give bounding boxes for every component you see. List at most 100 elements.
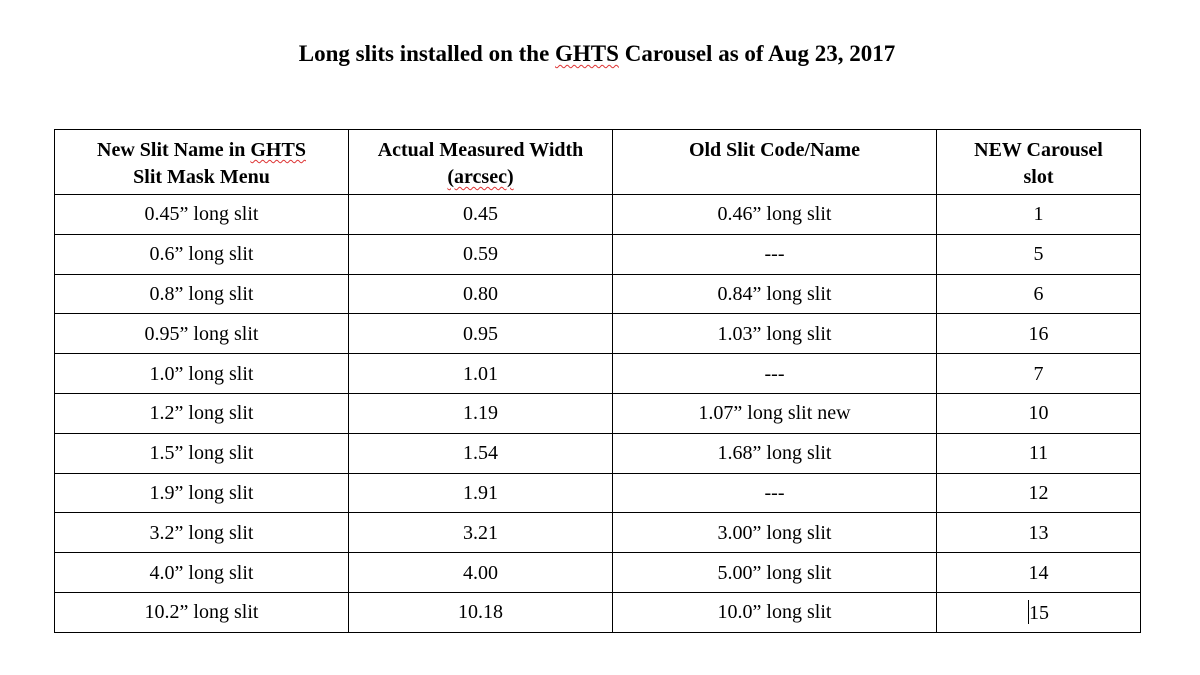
cell-new-slit-name[interactable]: 10.2” long slit	[54, 591, 349, 633]
table-row: 1.2” long slit 1.19 1.07” long slit new 10	[54, 392, 1141, 434]
cell-carousel-slot[interactable]: 6	[936, 273, 1141, 315]
cell-measured-width-text: 1.91	[463, 481, 498, 504]
cell-carousel-slot-text: 7	[1033, 362, 1044, 385]
table-row: 3.2” long slit 3.21 3.00” long slit 13	[54, 512, 1141, 554]
title-text-end: Carousel as of Aug 23, 2017	[618, 41, 896, 66]
cell-new-slit-name-text: 1.5” long slit	[149, 442, 254, 465]
cell-old-slit-code-text: ---	[764, 362, 785, 385]
cell-carousel-slot-text: 5	[1033, 243, 1044, 266]
header-carousel-slot-line2: slot	[1023, 166, 1054, 188]
table-row: 0.8” long slit 0.80 0.84” long slit 6	[54, 273, 1141, 315]
cell-measured-width-text: 0.45	[463, 203, 498, 226]
cell-old-slit-code-text: 1.68” long slit	[717, 442, 832, 465]
cell-measured-width-text: 4.00	[463, 561, 498, 584]
cell-new-slit-name[interactable]: 1.5” long slit	[54, 432, 349, 474]
header-new-slit-name-line2: Slit Mask Menu	[133, 166, 270, 188]
cell-measured-width-text: 1.54	[463, 442, 498, 465]
cell-old-slit-code-text: ---	[764, 481, 785, 504]
cell-old-slit-code[interactable]: ---	[612, 472, 937, 514]
header-measured-width-line1: Actual Measured Width	[377, 139, 584, 161]
cell-old-slit-code-text: 1.03” long slit	[717, 322, 832, 345]
header-old-slit-code: Old Slit Code/Name	[612, 129, 937, 195]
slit-table: New Slit Name in GHTS Slit Mask Menu Actu…	[54, 129, 1141, 633]
cell-new-slit-name[interactable]: 3.2” long slit	[54, 512, 349, 554]
cell-new-slit-name[interactable]: 4.0” long slit	[54, 552, 349, 593]
cell-measured-width[interactable]: 0.80	[348, 273, 613, 315]
cell-new-slit-name-text: 1.2” long slit	[149, 402, 254, 425]
cell-new-slit-name[interactable]: 1.0” long slit	[54, 353, 349, 394]
cell-carousel-slot[interactable]: 5	[936, 233, 1141, 275]
cell-new-slit-name[interactable]: 0.95” long slit	[54, 313, 349, 355]
cell-measured-width[interactable]: 0.45	[348, 194, 613, 235]
cell-new-slit-name-text: 0.8” long slit	[149, 282, 254, 305]
cell-carousel-slot[interactable]: 16	[936, 313, 1141, 355]
cell-carousel-slot[interactable]: 13	[936, 512, 1141, 554]
cell-old-slit-code[interactable]: ---	[612, 233, 937, 275]
cell-new-slit-name-text: 0.95” long slit	[144, 322, 259, 345]
cell-carousel-slot-text: 11	[1028, 442, 1049, 465]
cell-measured-width-text: 0.59	[463, 243, 498, 266]
cell-new-slit-name[interactable]: 1.9” long slit	[54, 472, 349, 514]
table-row: 0.95” long slit 0.95 1.03” long slit 16	[54, 313, 1141, 355]
cell-old-slit-code-text: 0.84” long slit	[717, 282, 832, 305]
cell-carousel-slot-text: 14	[1028, 561, 1049, 584]
cell-new-slit-name[interactable]: 0.6” long slit	[54, 233, 349, 275]
cell-old-slit-code-text: 10.0” long slit	[717, 601, 832, 624]
cell-measured-width[interactable]: 1.01	[348, 353, 613, 394]
cell-new-slit-name-text: 3.2” long slit	[149, 521, 254, 544]
cell-old-slit-code[interactable]: 3.00” long slit	[612, 512, 937, 554]
cell-old-slit-code-text: 0.46” long slit	[717, 203, 832, 226]
cell-old-slit-code[interactable]: 10.0” long slit	[612, 591, 937, 633]
cell-old-slit-code[interactable]: 1.68” long slit	[612, 432, 937, 474]
document-title: Long slits installed on the GHTS Carouse…	[0, 38, 1194, 70]
cell-old-slit-code[interactable]: 0.84” long slit	[612, 273, 937, 315]
cell-carousel-slot[interactable]: 10	[936, 392, 1141, 434]
cell-carousel-slot[interactable]: 15	[936, 591, 1141, 633]
table-row: 1.5” long slit 1.54 1.68” long slit 11	[54, 432, 1141, 474]
cell-carousel-slot[interactable]: 12	[936, 472, 1141, 514]
header-measured-width: Actual Measured Width (arcsec)	[348, 129, 613, 195]
cell-old-slit-code[interactable]: 0.46” long slit	[612, 194, 937, 235]
cell-measured-width[interactable]: 0.95	[348, 313, 613, 355]
table-body: 0.45” long slit 0.45 0.46” long slit 1 0.6” …	[54, 194, 1141, 633]
header-carousel-slot: NEW Carousel slot	[936, 129, 1141, 195]
cell-new-slit-name-text: 10.2” long slit	[144, 601, 259, 624]
header-new-slit-name: New Slit Name in GHTS Slit Mask Menu	[54, 129, 349, 195]
cell-measured-width[interactable]: 3.21	[348, 512, 613, 554]
cell-old-slit-code[interactable]: 1.07” long slit new	[612, 392, 937, 434]
cell-carousel-slot[interactable]: 1	[936, 194, 1141, 235]
table-row: 0.6” long slit 0.59 --- 5	[54, 233, 1141, 275]
cell-measured-width[interactable]: 1.54	[348, 432, 613, 474]
header-measured-width-unit: (arcsec)	[447, 166, 514, 188]
header-new-slit-name-line1: New Slit Name in	[97, 139, 251, 161]
cell-carousel-slot[interactable]: 11	[936, 432, 1141, 474]
cell-measured-width-text: 10.18	[458, 601, 503, 624]
cell-old-slit-code[interactable]: ---	[612, 353, 937, 394]
cell-measured-width[interactable]: 1.91	[348, 472, 613, 514]
cell-carousel-slot-text: 6	[1033, 282, 1044, 305]
cell-old-slit-code[interactable]: 1.03” long slit	[612, 313, 937, 355]
cell-carousel-slot-text: 13	[1028, 521, 1049, 544]
cell-measured-width-text: 1.19	[463, 402, 498, 425]
cell-measured-width[interactable]: 1.19	[348, 392, 613, 434]
header-carousel-slot-line1: NEW Carousel	[974, 139, 1103, 161]
cell-measured-width[interactable]: 0.59	[348, 233, 613, 275]
header-old-slit-code-label: Old Slit Code/Name	[688, 139, 861, 161]
text-cursor	[1028, 599, 1029, 624]
table-header-row: New Slit Name in GHTS Slit Mask Menu Actu…	[54, 129, 1141, 195]
cell-measured-width-text: 0.95	[463, 322, 498, 345]
cell-old-slit-code-text: 3.00” long slit	[717, 521, 832, 544]
cell-measured-width[interactable]: 10.18	[348, 591, 613, 633]
title-text-start: Long slits installed on the	[298, 41, 556, 66]
cell-carousel-slot[interactable]: 14	[936, 552, 1141, 593]
cell-new-slit-name[interactable]: 0.45” long slit	[54, 194, 349, 235]
cell-new-slit-name[interactable]: 1.2” long slit	[54, 392, 349, 434]
cell-old-slit-code[interactable]: 5.00” long slit	[612, 552, 937, 593]
cell-new-slit-name-text: 1.0” long slit	[149, 362, 254, 385]
cell-measured-width[interactable]: 4.00	[348, 552, 613, 593]
cell-old-slit-code-text: ---	[764, 243, 785, 266]
cell-carousel-slot-text: 16	[1028, 322, 1049, 345]
cell-new-slit-name[interactable]: 0.8” long slit	[54, 273, 349, 315]
cell-carousel-slot[interactable]: 7	[936, 353, 1141, 394]
cell-new-slit-name-text: 0.45” long slit	[144, 203, 259, 226]
